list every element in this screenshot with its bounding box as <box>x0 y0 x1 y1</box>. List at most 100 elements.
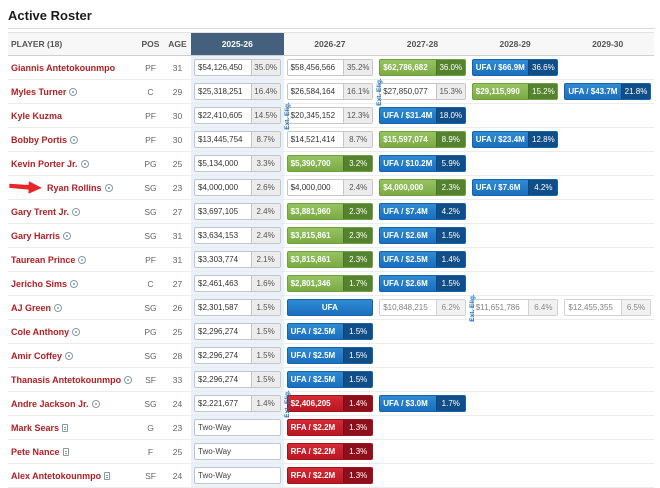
season-cell: UFA / $2.6M 1.5% <box>376 224 469 247</box>
player-link[interactable]: Thanasis Antetokounmpo <box>11 374 122 385</box>
salary-value: $4,000,000 <box>198 183 239 192</box>
player-link[interactable]: Kevin Porter Jr. <box>11 158 78 169</box>
player-badge-icon[interactable] <box>72 207 81 216</box>
cap-percent: 16.1% <box>343 84 373 99</box>
player-link[interactable]: Andre Jackson Jr. <box>11 398 89 409</box>
pos-cell: F <box>147 446 154 457</box>
season-cell: UFA / $2.5M 1.4% <box>376 248 469 271</box>
season-cell: $3,697,105 2.4% <box>191 200 284 223</box>
cap-percent: 12.3% <box>343 108 373 123</box>
season-cell: UFA / $43.7M 21.8% <box>561 80 654 103</box>
player-link[interactable]: Giannis Antetokounmpo <box>11 62 116 73</box>
season-cell: $3,303,774 2.1% <box>191 248 284 271</box>
player-cell: Ryan Rollins <box>8 180 137 195</box>
age-cell: 31 <box>172 62 183 73</box>
pos-cell: SG <box>144 398 157 409</box>
player-link[interactable]: Bobby Portis <box>11 134 68 145</box>
season-cell: RFA / $2.2M 1.3% <box>284 416 377 439</box>
pos-cell: C <box>147 278 154 289</box>
player-column-header[interactable]: PLAYER (18) <box>11 39 63 49</box>
table-body: Giannis Antetokounmpo PF 31 $54,126,450 35.0… <box>8 56 654 488</box>
salary-box-normal: $5,134,000 3.3% <box>194 155 281 172</box>
player-link[interactable]: Ryan Rollins <box>47 182 102 193</box>
salary-box-red: $2,406,205 1.4% <box>286 395 374 412</box>
player-badge-icon[interactable] <box>69 87 78 96</box>
two-way-contract-icon[interactable] <box>62 447 69 456</box>
cap-percent: 1.5% <box>435 276 465 291</box>
player-link[interactable]: Cole Anthony <box>11 326 70 337</box>
salary-box-blue: UFA / $2.5M 1.5% <box>286 371 374 388</box>
season-cell: UFA / $66.9M 36.6% <box>469 56 562 79</box>
player-badge-icon[interactable] <box>72 327 81 336</box>
player-badge-icon[interactable] <box>124 375 133 384</box>
season-header-2025-26[interactable]: 2025-26 <box>191 33 284 55</box>
season-header-2029-30[interactable]: 2029-30 <box>592 39 624 49</box>
age-cell: 33 <box>172 374 183 385</box>
table-row: Andre Jackson Jr. SG 24 $2,221,677 1.4% Ext. … <box>8 390 654 417</box>
player-badge-icon[interactable] <box>78 255 87 264</box>
salary-box-normal: $22,410,605 14.5% <box>194 107 281 124</box>
salary-value: $2,296,274 <box>198 327 239 336</box>
salary-box-blue: UFA / $2.5M 1.5% <box>286 323 374 340</box>
player-link[interactable]: Jericho Sims <box>11 278 68 289</box>
season-cell: $54,126,450 35.0% <box>191 56 284 79</box>
player-link[interactable]: Taurean Prince <box>11 254 76 265</box>
two-way-contract-icon[interactable] <box>62 423 69 432</box>
cap-percent: 2.1% <box>250 252 280 267</box>
cap-percent: 6.5% <box>620 300 650 315</box>
season-cell: $2,296,274 1.5% <box>191 368 284 391</box>
season-cell: $2,461,463 1.6% <box>191 272 284 295</box>
player-cell: Kevin Porter Jr. <box>8 159 137 169</box>
season-header-2028-29[interactable]: 2028-29 <box>499 39 531 49</box>
player-link[interactable]: Alex Antetokounmpo <box>11 470 102 481</box>
salary-box-blue: UFA / $10.2M 5.9% <box>379 155 466 172</box>
season-cell <box>376 344 469 367</box>
season-cell <box>469 392 562 415</box>
pos-cell: PF <box>145 254 156 265</box>
two-way-contract-icon[interactable] <box>104 471 111 480</box>
age-cell: 30 <box>172 134 183 145</box>
player-badge-icon[interactable] <box>80 159 89 168</box>
season-cell: UFA / $2.5M 1.5% <box>284 344 377 367</box>
player-cell: Alex Antetokounmpo <box>8 471 137 481</box>
salary-value: $3,815,861 <box>290 231 331 240</box>
salary-value: $3,815,861 <box>290 255 331 264</box>
pos-column-header[interactable]: POS <box>141 39 160 49</box>
age-column-header[interactable]: AGE <box>168 39 187 49</box>
player-link[interactable]: Mark Sears <box>11 422 60 433</box>
table-header: PLAYER (18) POS AGE 2025-26 2026-27 2027-2… <box>8 32 654 56</box>
player-badge-icon[interactable] <box>70 279 79 288</box>
salary-value: Two-Way <box>198 447 232 456</box>
player-badge-icon[interactable] <box>104 183 113 192</box>
salary-value: $2,296,274 <box>198 375 239 384</box>
season-cell <box>376 464 469 487</box>
salary-box-normal: $3,697,105 2.4% <box>194 203 281 220</box>
salary-box-blue: UFA / $23.4M 12.8% <box>471 131 559 148</box>
player-cell: Pete Nance <box>8 447 137 457</box>
age-cell: 31 <box>172 254 183 265</box>
player-link[interactable]: Kyle Kuzma <box>11 110 63 121</box>
season-cell: $2,296,274 1.5% <box>191 344 284 367</box>
age-cell: 27 <box>172 278 183 289</box>
cap-percent: 2.6% <box>250 180 280 195</box>
season-cell <box>561 392 654 415</box>
season-header-2026-27[interactable]: 2026-27 <box>314 39 346 49</box>
roster-table: PLAYER (18) POS AGE 2025-26 2026-27 2027-2… <box>8 32 654 488</box>
player-link[interactable]: Pete Nance <box>11 446 60 457</box>
player-badge-icon[interactable] <box>91 399 100 408</box>
pos-cell: SG <box>144 350 157 361</box>
player-badge-icon[interactable] <box>65 351 74 360</box>
player-link[interactable]: Myles Turner <box>11 86 67 97</box>
season-header-2027-28[interactable]: 2027-28 <box>406 39 439 49</box>
season-cell: Two-Way <box>191 416 284 439</box>
season-cell <box>469 200 562 223</box>
salary-value: $15,597,074 <box>383 135 428 144</box>
player-link[interactable]: Amir Coffey <box>11 350 63 361</box>
player-link[interactable]: Gary Harris <box>11 230 61 241</box>
player-link[interactable]: AJ Green <box>11 302 52 313</box>
player-badge-icon[interactable] <box>63 231 72 240</box>
player-badge-icon[interactable] <box>54 303 63 312</box>
player-badge-icon[interactable] <box>70 135 79 144</box>
cap-percent: 2.4% <box>343 180 373 195</box>
player-link[interactable]: Gary Trent Jr. <box>11 206 70 217</box>
